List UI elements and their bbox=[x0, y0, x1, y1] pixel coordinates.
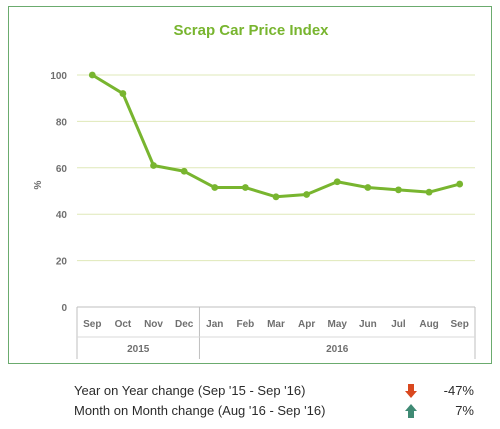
data-point bbox=[211, 184, 219, 191]
data-point bbox=[456, 180, 464, 188]
x-tick-label: Mar bbox=[267, 319, 285, 330]
y-tick-label: 0 bbox=[61, 303, 67, 314]
data-point bbox=[395, 186, 402, 194]
y-axis-label: % bbox=[33, 180, 44, 189]
data-point bbox=[333, 178, 341, 186]
data-point bbox=[88, 71, 96, 79]
data-point bbox=[364, 184, 372, 191]
y-tick-labels: 0 20 40 60 80 100 bbox=[50, 71, 67, 314]
mom-label: Month on Month change (Aug '16 - Sep '16… bbox=[74, 403, 326, 418]
x-tick-label: Oct bbox=[115, 319, 132, 330]
yoy-summary-row: Year on Year change (Sep '15 - Sep '16) … bbox=[74, 383, 474, 401]
data-point bbox=[150, 162, 157, 169]
data-point bbox=[425, 188, 433, 196]
y-tick-label: 20 bbox=[56, 257, 68, 268]
x-tick-label: Dec bbox=[175, 319, 194, 330]
year-group-label: 2016 bbox=[326, 344, 349, 355]
x-tick-label: Apr bbox=[298, 319, 315, 330]
x-tick-label: Jul bbox=[391, 319, 406, 330]
series-layer bbox=[88, 71, 464, 201]
yoy-label: Year on Year change (Sep '15 - Sep '16) bbox=[74, 383, 306, 398]
year-group-label: 2015 bbox=[127, 344, 150, 355]
x-tick-label: Sep bbox=[451, 319, 469, 330]
x-axis: Sep Oct Nov Dec Jan Feb Mar Apr May Jun Jul Aug Sep 2… bbox=[76, 306, 476, 359]
y-tick-label: 60 bbox=[56, 164, 68, 175]
data-point bbox=[241, 184, 249, 191]
x-tick-label: Jan bbox=[206, 319, 223, 330]
chart-title: Scrap Car Price Index bbox=[173, 22, 329, 39]
data-point bbox=[180, 167, 188, 175]
up-arrow-icon bbox=[404, 403, 418, 422]
chart-frame: Scrap Car Price Index % 0 20 40 60 80 100 Sep… bbox=[8, 6, 492, 364]
x-tick-label: Feb bbox=[236, 319, 254, 330]
yoy-value: -47% bbox=[443, 383, 474, 398]
data-point bbox=[119, 90, 127, 97]
line-chart: Scrap Car Price Index % 0 20 40 60 80 100 Sep… bbox=[33, 22, 476, 359]
x-tick-label: May bbox=[328, 319, 348, 330]
grid-lines bbox=[77, 74, 475, 262]
x-tick-label: Aug bbox=[419, 319, 438, 330]
x-tick-label: Jun bbox=[359, 319, 377, 330]
y-tick-label: 40 bbox=[56, 210, 68, 221]
down-arrow-icon bbox=[404, 383, 418, 402]
data-point bbox=[272, 193, 280, 201]
y-tick-label: 100 bbox=[50, 71, 67, 82]
data-point bbox=[303, 191, 311, 198]
mom-value: 7% bbox=[455, 403, 474, 418]
x-tick-label: Nov bbox=[144, 319, 163, 330]
x-tick-label: Sep bbox=[83, 319, 101, 330]
mom-summary-row: Month on Month change (Aug '16 - Sep '16… bbox=[74, 403, 474, 421]
series-line bbox=[90, 73, 462, 199]
y-tick-label: 80 bbox=[56, 117, 68, 128]
